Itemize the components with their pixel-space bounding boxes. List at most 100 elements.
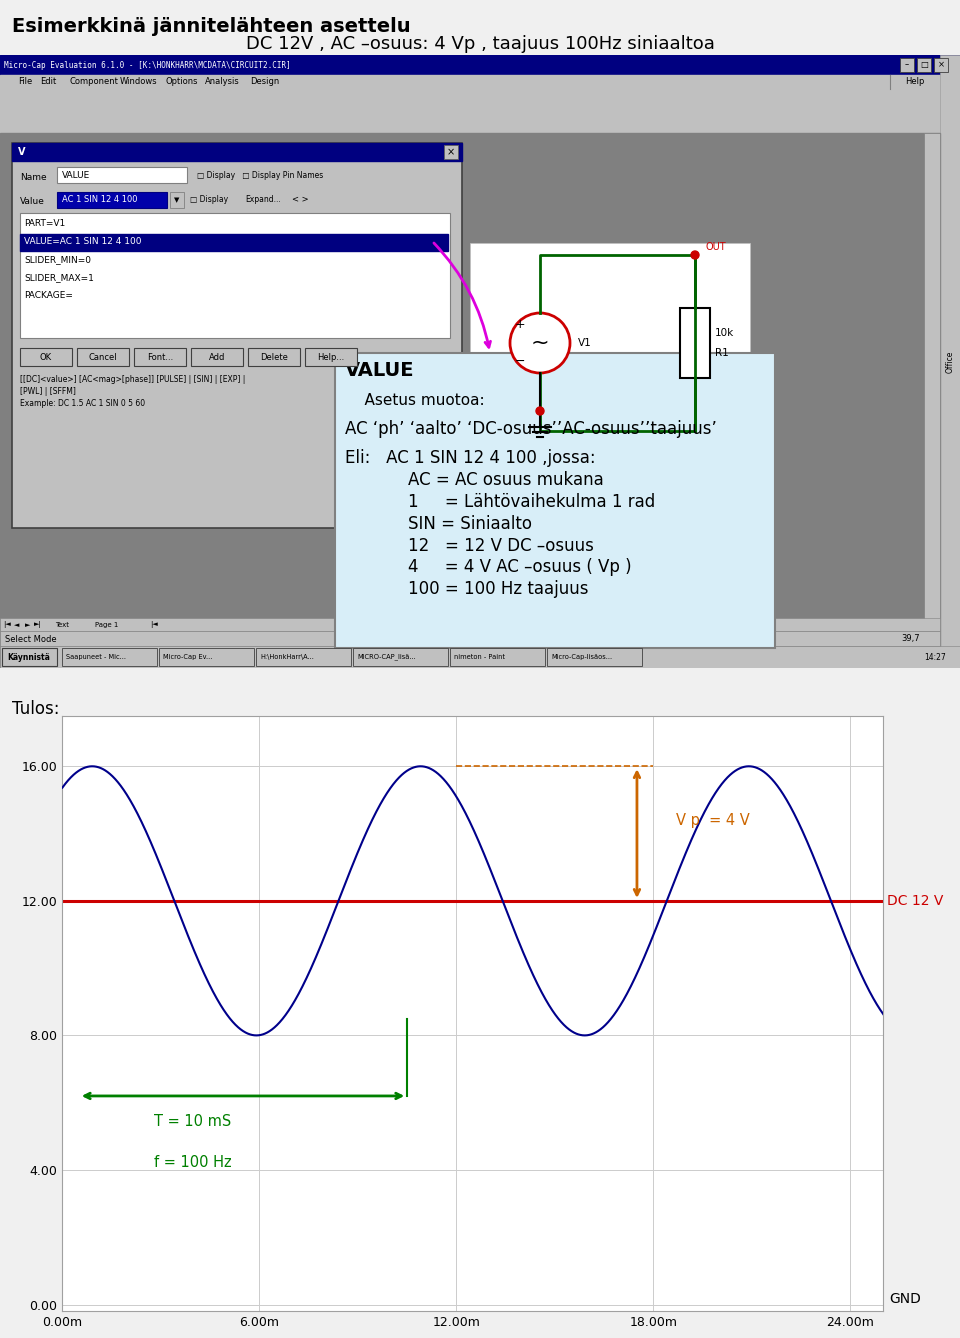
Text: –: –	[905, 60, 909, 70]
Bar	[57, 191, 167, 207]
Text: Windows: Windows	[120, 78, 157, 87]
Bar	[450, 648, 545, 666]
Text: DC 12 V: DC 12 V	[887, 894, 944, 909]
Text: Saapuneet - Mic...: Saapuneet - Mic...	[66, 654, 126, 660]
Text: PACKAGE=: PACKAGE=	[24, 292, 73, 301]
Circle shape	[536, 407, 544, 415]
Text: Edit: Edit	[40, 78, 57, 87]
Text: V p  = 4 V: V p = 4 V	[677, 812, 750, 828]
Text: Asetus muotoa:: Asetus muotoa:	[345, 393, 485, 408]
Text: SLIDER_MAX=1: SLIDER_MAX=1	[24, 273, 94, 282]
Bar	[0, 132, 940, 668]
Text: Esimerkkinä jännitelähteen asettelu: Esimerkkinä jännitelähteen asettelu	[12, 16, 410, 36]
Bar	[444, 145, 458, 159]
Bar	[547, 648, 642, 666]
Text: 12   = 12 V DC –osuus: 12 = 12 V DC –osuus	[345, 537, 594, 554]
Text: OUT: OUT	[705, 242, 726, 252]
Text: f = 100 Hz: f = 100 Hz	[155, 1155, 232, 1169]
Text: VALUE: VALUE	[62, 170, 90, 179]
Text: Micro-Cap Evaluation 6.1.0 - [K:\HONKHARR\MCDATA\CIRCUIT2.CIR]: Micro-Cap Evaluation 6.1.0 - [K:\HONKHAR…	[4, 60, 291, 70]
Bar	[77, 348, 129, 367]
Text: OK: OK	[40, 352, 52, 361]
Bar	[934, 58, 948, 72]
Text: VALUE: VALUE	[345, 361, 415, 380]
Text: Select Mode: Select Mode	[5, 634, 57, 644]
Bar	[0, 632, 940, 646]
Bar	[940, 55, 960, 668]
Text: Add: Add	[209, 352, 226, 361]
Text: |◄: |◄	[3, 621, 11, 629]
Text: V1: V1	[578, 339, 591, 348]
Text: ►: ►	[25, 622, 31, 628]
Bar	[0, 618, 940, 632]
Bar	[57, 167, 187, 183]
Text: AC = AC osuus mukana: AC = AC osuus mukana	[345, 471, 604, 490]
Bar	[0, 55, 960, 75]
Bar	[12, 143, 462, 529]
Text: V: V	[18, 147, 26, 157]
Text: Tulos:: Tulos:	[12, 700, 59, 719]
Bar	[256, 648, 351, 666]
Bar	[159, 648, 254, 666]
Text: DC 12V , AC –osuus: 4 Vp , taajuus 100Hz siniaaltoa: DC 12V , AC –osuus: 4 Vp , taajuus 100Hz…	[246, 35, 714, 52]
Text: Käynnistä: Käynnistä	[8, 653, 51, 661]
Text: AC 1 SIN 12 4 100: AC 1 SIN 12 4 100	[62, 195, 137, 205]
Text: 39,7: 39,7	[901, 634, 920, 644]
Text: Name: Name	[20, 173, 47, 182]
Text: T = 10 mS: T = 10 mS	[155, 1115, 231, 1129]
Text: +: +	[515, 318, 526, 332]
Text: 10k: 10k	[715, 328, 734, 337]
Text: 14:27: 14:27	[924, 653, 946, 661]
Text: Design: Design	[250, 78, 279, 87]
Bar	[134, 348, 186, 367]
Text: |◄: |◄	[150, 621, 157, 629]
Text: Office: Office	[946, 351, 954, 373]
Text: Micro-Cap-lisäos...: Micro-Cap-lisäos...	[551, 654, 612, 660]
Text: −: −	[515, 355, 525, 368]
Text: Options: Options	[165, 78, 198, 87]
Text: Cancel: Cancel	[88, 352, 117, 361]
Bar	[191, 348, 243, 367]
Text: Example: DC 1.5 AC 1 SIN 0 5 60: Example: DC 1.5 AC 1 SIN 0 5 60	[20, 400, 145, 408]
Bar	[20, 348, 72, 367]
Text: Delete: Delete	[260, 352, 288, 361]
Text: □ Display: □ Display	[190, 195, 228, 205]
Text: ►|: ►|	[34, 621, 41, 629]
Bar	[470, 244, 750, 443]
Text: MICRO-CAP_lisä...: MICRO-CAP_lisä...	[357, 654, 416, 661]
Bar	[0, 90, 940, 111]
Bar	[917, 58, 931, 72]
Bar	[62, 648, 157, 666]
Bar	[20, 234, 448, 252]
Bar	[0, 75, 940, 90]
Bar	[305, 348, 357, 367]
Text: AC ‘ph’ ‘aalto’ ‘DC-osuus’’AC-osuus’’taajuus’: AC ‘ph’ ‘aalto’ ‘DC-osuus’’AC-osuus’’taa…	[345, 420, 717, 439]
Text: SIN = Siniaalto: SIN = Siniaalto	[345, 515, 532, 533]
Bar	[335, 353, 775, 648]
Bar	[170, 191, 184, 207]
Text: Expand...: Expand...	[245, 195, 280, 205]
Bar	[924, 132, 940, 628]
Bar	[2, 648, 57, 666]
Text: H:\HonkHarr\A...: H:\HonkHarr\A...	[260, 654, 314, 660]
Text: ▼: ▼	[175, 197, 180, 203]
Text: GND: GND	[889, 1293, 921, 1306]
Text: Page 1: Page 1	[95, 622, 118, 628]
Text: < >: < >	[292, 195, 308, 205]
Text: [PWL] | [SFFM]: [PWL] | [SFFM]	[20, 388, 76, 396]
Text: Help: Help	[905, 78, 924, 87]
Bar	[353, 648, 448, 666]
Bar	[248, 348, 300, 367]
Text: SLIDER_MIN=0: SLIDER_MIN=0	[24, 256, 91, 265]
Text: 1     = Lähtövaihekulma 1 rad: 1 = Lähtövaihekulma 1 rad	[345, 492, 656, 511]
Text: 4     = 4 V AC –osuus ( Vp ): 4 = 4 V AC –osuus ( Vp )	[345, 558, 632, 577]
Text: □: □	[920, 60, 928, 70]
Text: Text: Text	[55, 622, 69, 628]
Text: Value: Value	[20, 198, 45, 206]
Text: Component: Component	[70, 78, 119, 87]
Bar	[12, 143, 462, 161]
Text: Micro-Cap Ev...: Micro-Cap Ev...	[163, 654, 212, 660]
Circle shape	[691, 252, 699, 260]
Bar	[680, 308, 710, 379]
Text: ×: ×	[938, 60, 945, 70]
